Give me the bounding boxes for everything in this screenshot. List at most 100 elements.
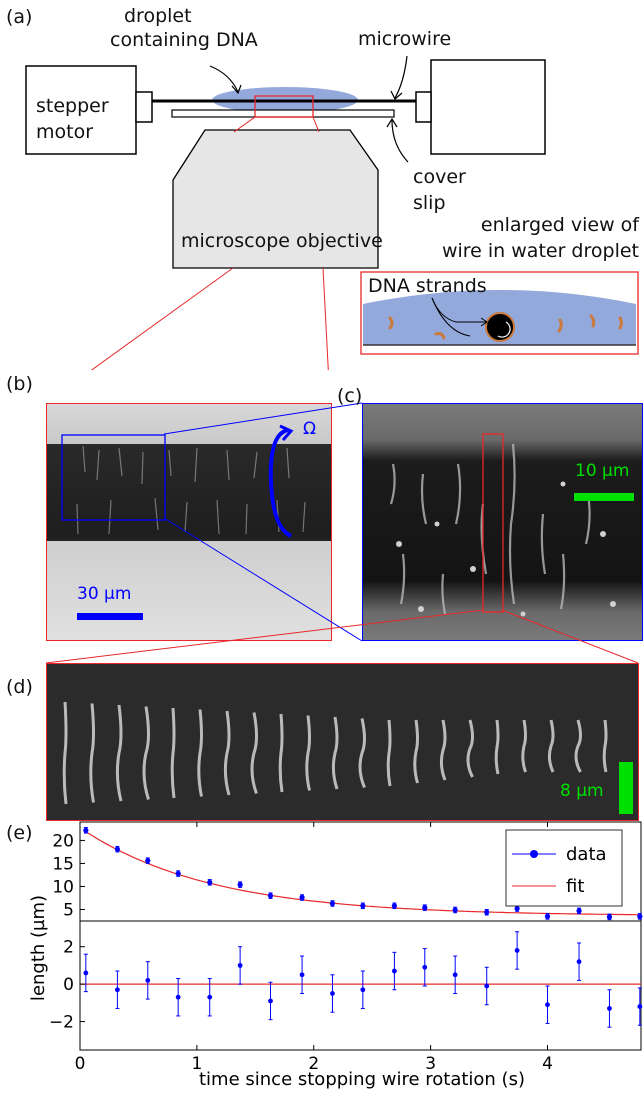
residual-point [115,987,120,993]
kymograph-strand [305,715,311,791]
y-axis-label: length (µm) [28,895,49,1001]
chart-e: 0 1 2 3 4 5 10 15 20 −2 0 2 data fit length (µm) ti… [28,821,643,1090]
legend-box [505,829,623,907]
y-tick-label-top: 10 [52,877,74,897]
data-point [145,858,151,864]
kymograph-strand [278,713,284,793]
residual-point [360,987,366,993]
residual-point [637,1004,643,1009]
residual-plot-frame [79,920,642,1051]
kymograph-strand [494,719,500,775]
cover-slip-rect [171,109,395,118]
data-point [391,903,397,909]
right-motor-coupler [415,91,432,123]
y-tick-label-top: 5 [63,900,74,920]
panel-label-a: (a) [6,6,33,28]
data-point [606,914,613,920]
left-motor-coupler [135,91,153,123]
image-b: Ω 30 µm [46,403,332,641]
data-point [237,882,243,888]
rotation-arrow [268,428,293,538]
x-tick-label: 0 [75,1054,86,1074]
residual-point [330,991,335,996]
residual-point [422,964,428,970]
kymograph-strand [89,703,95,803]
kymograph-strand [331,716,339,790]
objective-label: microscope objective [181,230,383,252]
kymograph-strand [386,719,392,787]
scale-label-c: 10 µm [575,461,630,481]
residual-point [145,977,151,983]
kymograph-strand [466,719,474,778]
data-point [484,909,490,915]
x-tick-label: 1 [191,1054,202,1074]
residual-point [175,994,181,1000]
wire-cross-section [485,312,515,342]
data-point [83,827,89,833]
kymograph-strand [170,707,176,799]
zoom-box-b [61,434,166,521]
dna-strands-label: DNA strands [368,275,487,297]
residual-point [83,970,89,976]
data-point [637,913,643,919]
scale-label-d: 8 µm [560,781,604,801]
omega-label: Ω [303,419,316,439]
scale-label-b: 30 µm [77,584,132,604]
scale-bar-d [619,762,633,814]
y-tick-label-top: 20 [52,831,74,851]
kymograph-strand [413,719,419,784]
data-point [360,903,366,909]
residual-point [514,948,520,953]
image-d: 8 µm [46,663,639,821]
kymograph-strand [521,719,527,773]
kymograph-strand [142,706,150,800]
kymograph-strand [358,718,366,789]
x-axis-label: time since stopping wire rotation (s) [199,1069,525,1090]
residual-point [207,994,213,1000]
data-point [299,894,305,901]
data-point [576,908,582,914]
kymograph-strand [115,704,123,802]
residual-point [484,983,490,989]
kymograph-strand [250,712,258,795]
y-tick-label-bottom: 2 [63,938,74,958]
data-point [114,846,120,852]
right-motor-box [430,59,546,155]
y-tick-label-bottom: 0 [63,975,74,995]
kymograph-strand [223,710,231,796]
objective-shape [172,129,379,269]
kymograph-strand [439,719,447,781]
residual-point [607,1006,612,1011]
data-point [267,893,274,899]
enlarged-label: enlarged view of wire in water droplet [441,214,639,262]
data-point [329,900,336,907]
kymograph-strand [547,719,555,773]
schematic-svg [25,55,639,370]
data-point [544,913,551,919]
legend-fit-label: fit [566,876,584,897]
panel-label-e: (e) [6,822,33,844]
motor-label: stepper motor [36,95,109,143]
data-point [207,879,213,885]
data-point [175,870,181,877]
x-tick-label: 2 [308,1054,319,1074]
y-tick-label-bottom: −2 [49,1013,74,1033]
data-point [514,905,520,912]
scale-bar-b [77,613,143,620]
residual-point [391,968,397,974]
panel-label-d: (d) [6,676,33,698]
kymograph-strand [62,701,68,805]
coverslip-label: cover slip [413,166,466,214]
kymograph-strand [574,719,582,773]
data-point [452,907,458,913]
panel-label-b: (b) [6,373,33,395]
droplet-label: droplet containing DNA [110,5,258,51]
data-point [422,905,428,911]
panel-label-c: (c) [337,385,363,407]
residual-point [299,972,305,978]
x-tick-label: 4 [542,1054,553,1074]
residual-point [576,959,582,965]
residual-point [452,972,458,978]
inspection-box [254,95,314,118]
kymograph-strand [197,709,203,797]
